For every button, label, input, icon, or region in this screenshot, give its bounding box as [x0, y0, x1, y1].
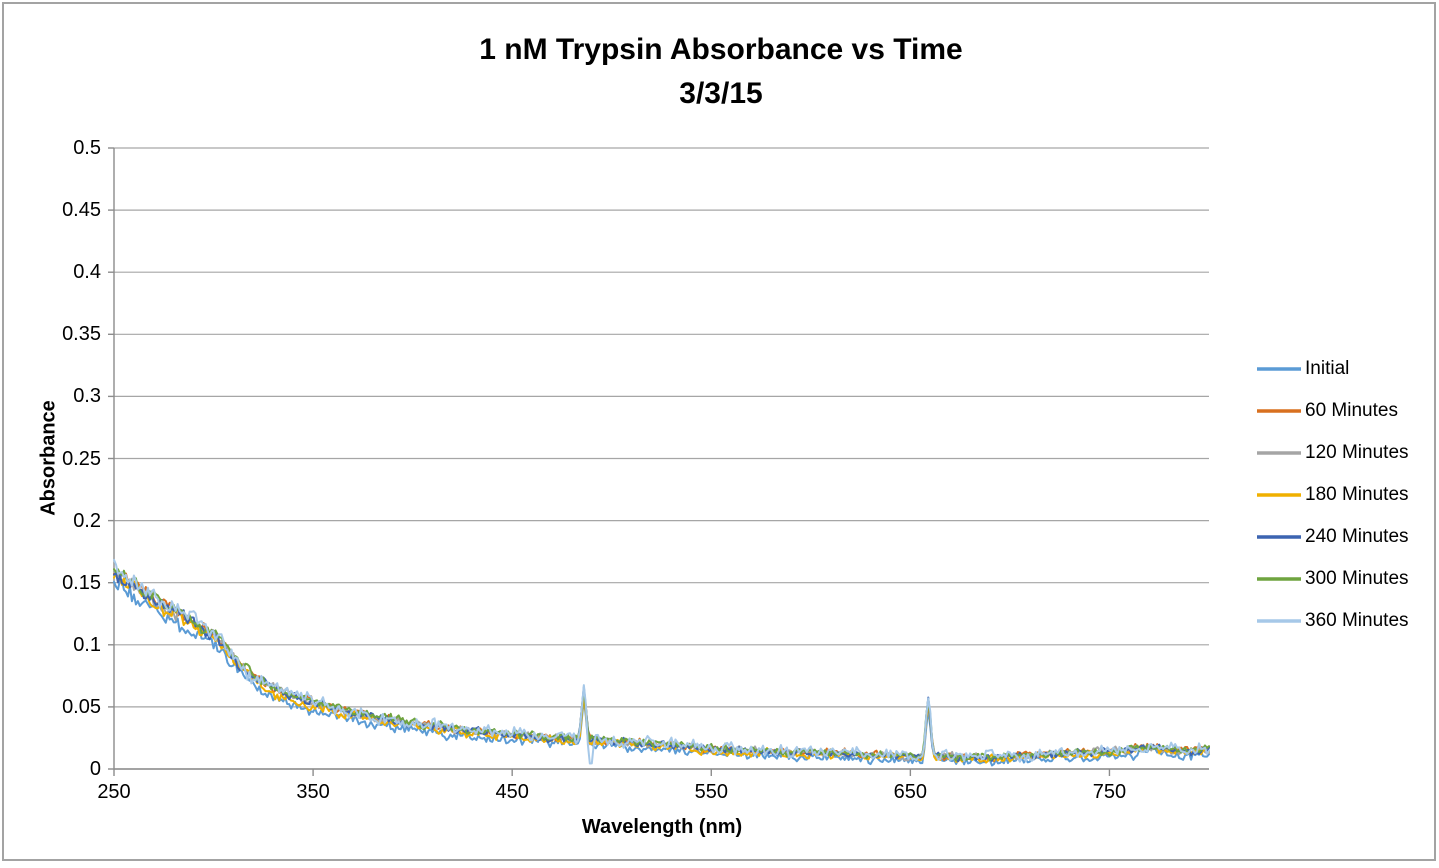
legend-swatch-line-icon [1257, 493, 1301, 497]
y-tick-label-0.45: 0.45 [62, 199, 101, 222]
legend-entry-initial: Initial [1256, 348, 1409, 390]
legend-swatch-line-icon [1257, 535, 1301, 539]
legend-entry-300-minutes: 300 Minutes [1256, 558, 1409, 600]
legend-label: 60 Minutes [1305, 400, 1398, 421]
y-tick-label-0.1: 0.1 [73, 633, 101, 656]
y-tick-label-0.25: 0.25 [62, 447, 101, 470]
legend-entry-120-minutes: 120 Minutes [1256, 432, 1409, 474]
x-axis-title: Wavelength (nm) [581, 816, 743, 838]
y-tick-label-0.05: 0.05 [62, 695, 101, 718]
series-line-60-minutes [113, 570, 1210, 763]
legend-label: 360 Minutes [1305, 610, 1409, 631]
legend-label: 240 Minutes [1305, 526, 1409, 547]
legend-entry-180-minutes: 180 Minutes [1256, 474, 1409, 516]
chart-title-line2: 3/3/15 [679, 77, 763, 110]
x-tick-label-550: 550 [694, 781, 728, 803]
legend-swatch-line-icon [1257, 619, 1301, 623]
legend-label: 180 Minutes [1305, 484, 1409, 505]
y-tick-label-0.3: 0.3 [73, 385, 101, 408]
legend-label: 300 Minutes [1305, 568, 1409, 589]
series-line-initial [113, 579, 1210, 767]
legend-label: 120 Minutes [1305, 442, 1409, 463]
legend: Initial 60 Minutes 120 Minutes 180 Minutes 2… [1256, 348, 1409, 642]
y-tick-label-0.35: 0.35 [62, 323, 101, 346]
series-line-240-minutes [113, 571, 1210, 763]
legend-swatch-line-icon [1257, 367, 1301, 371]
legend-entry-360-minutes: 360 Minutes [1256, 600, 1409, 642]
chart-title: 1 nM Trypsin Absorbance vs Time 3/3/15 [4, 28, 1438, 116]
y-tick-label-0.15: 0.15 [62, 571, 101, 594]
x-tick-label-350: 350 [296, 781, 330, 803]
legend-entry-60-minutes: 60 Minutes [1256, 390, 1409, 432]
series-line-360-minutes [113, 558, 1210, 765]
x-tick-label-250: 250 [97, 781, 131, 803]
chart-title-line1: 1 nM Trypsin Absorbance vs Time [479, 33, 963, 66]
y-tick-label-0: 0 [89, 758, 101, 780]
legend-swatch-line-icon [1257, 577, 1301, 581]
legend-label: Initial [1305, 358, 1350, 379]
legend-swatch-line-icon [1257, 409, 1301, 413]
series-line-300-minutes [113, 568, 1210, 762]
x-tick-label-450: 450 [495, 781, 529, 803]
y-tick-label-0.2: 0.2 [73, 509, 101, 532]
series-line-180-minutes [113, 572, 1210, 764]
plot-area [108, 147, 1210, 776]
legend-entry-240-minutes: 240 Minutes [1256, 516, 1409, 558]
y-tick-label-0.4: 0.4 [73, 261, 101, 284]
legend-swatch-line-icon [1257, 451, 1301, 455]
series-line-120-minutes [113, 570, 1210, 762]
x-tick-label-750: 750 [1092, 781, 1127, 803]
x-tick-label-650: 650 [893, 781, 928, 803]
y-tick-label-0.5: 0.5 [73, 137, 101, 159]
